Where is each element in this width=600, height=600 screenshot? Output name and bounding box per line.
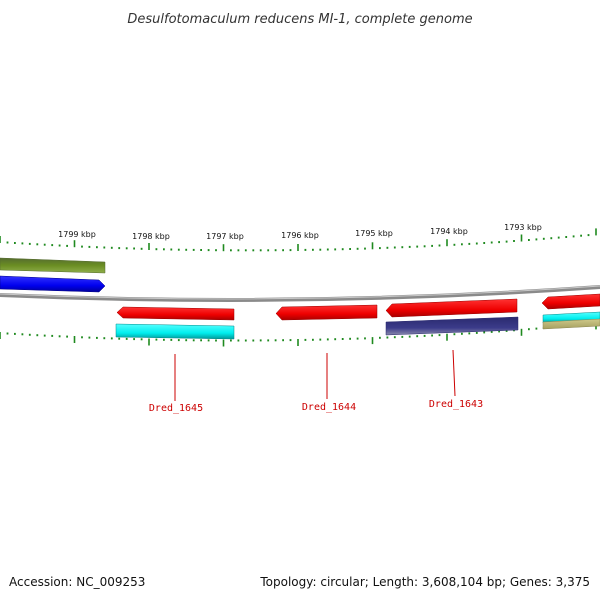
gene-dred-1645[interactable] <box>116 306 235 321</box>
gene-dred-1644[interactable] <box>275 304 378 321</box>
gene-dred-1643[interactable] <box>385 298 518 318</box>
scale-label-1795: 1795 kbp <box>355 229 393 238</box>
scale-label-1799: 1799 kbp <box>58 230 96 239</box>
scale-label-1797: 1797 kbp <box>206 232 244 241</box>
scale-label-1793: 1793 kbp <box>504 223 542 232</box>
gene-tan-right-partial[interactable] <box>542 318 600 330</box>
genome-backbone <box>0 285 600 302</box>
scale-label-1798: 1798 kbp <box>132 232 170 241</box>
leader-dred-1643 <box>452 349 456 397</box>
label-dred-1644[interactable]: Dred_1644 <box>302 402 356 413</box>
gene-navy-1[interactable] <box>385 316 519 336</box>
gene-cyan-1[interactable] <box>115 323 235 340</box>
gene-red-right-partial[interactable] <box>541 293 600 310</box>
gene-labels: Dred_1645 Dred_1644 Dred_1643 <box>149 349 483 414</box>
accession-text: Accession: NC_009253 <box>9 575 145 589</box>
gene-olive-1[interactable] <box>0 257 106 274</box>
gene-blue-1[interactable] <box>0 275 106 293</box>
genome-backbone-highlight <box>0 285 600 300</box>
scale-labels: 1799 kbp 1798 kbp 1797 kbp 1796 kbp 1795… <box>58 223 542 241</box>
label-dred-1645[interactable]: Dred_1645 <box>149 403 203 414</box>
genome-summary-text: Topology: circular; Length: 3,608,104 bp… <box>259 575 590 589</box>
scale-label-1796: 1796 kbp <box>281 231 319 240</box>
map-title: Desulfotomaculum reducens MI-1, complete… <box>127 12 472 27</box>
reverse-strand-genes <box>115 298 600 340</box>
upper-scale-ticks <box>0 228 597 252</box>
forward-strand-genes <box>0 257 600 310</box>
label-dred-1643[interactable]: Dred_1643 <box>429 399 483 410</box>
scale-label-1794: 1794 kbp <box>430 227 468 236</box>
